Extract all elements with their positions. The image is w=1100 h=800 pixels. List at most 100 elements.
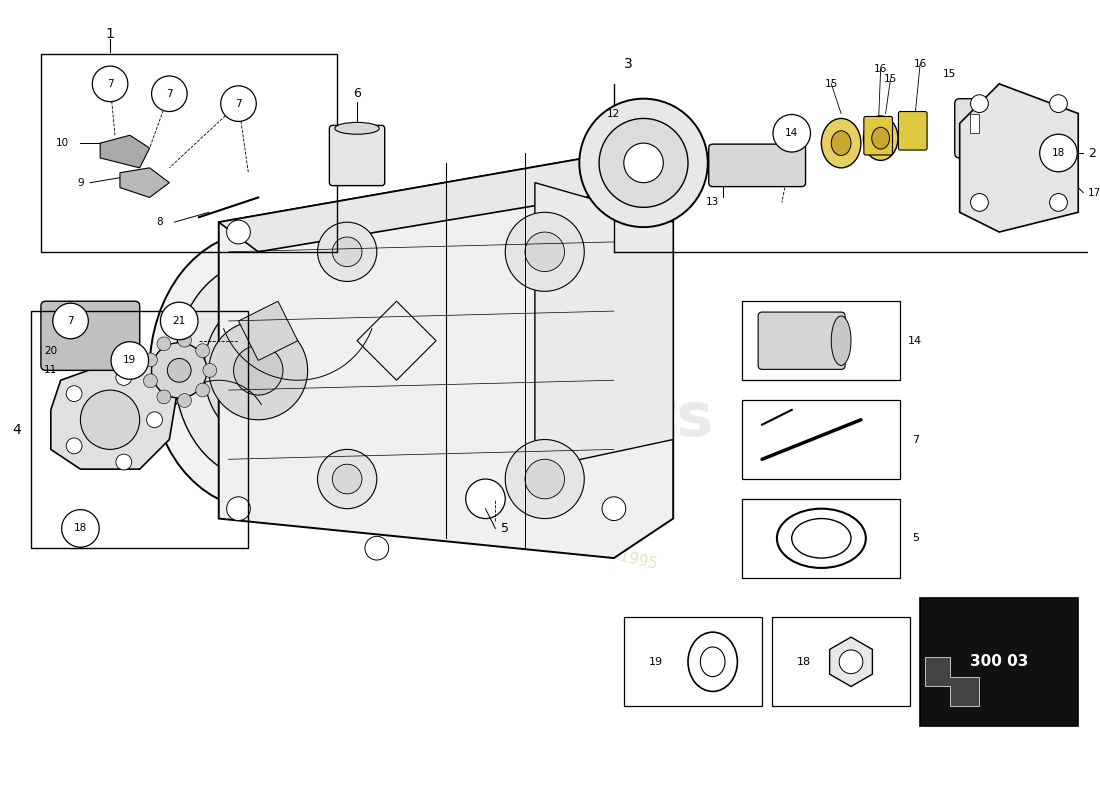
Circle shape <box>66 438 82 454</box>
Text: 13: 13 <box>706 198 719 207</box>
Circle shape <box>465 479 505 518</box>
Polygon shape <box>120 168 169 198</box>
Circle shape <box>202 363 217 378</box>
Text: 19: 19 <box>123 355 136 366</box>
Circle shape <box>209 321 308 420</box>
Text: 3: 3 <box>624 57 632 71</box>
Circle shape <box>143 374 157 388</box>
Ellipse shape <box>792 518 851 558</box>
Polygon shape <box>51 355 179 469</box>
Text: 19: 19 <box>649 657 662 667</box>
Text: 16: 16 <box>913 59 927 69</box>
Ellipse shape <box>822 118 861 168</box>
Ellipse shape <box>832 316 851 366</box>
Text: 17: 17 <box>1088 187 1100 198</box>
Circle shape <box>167 358 191 382</box>
FancyBboxPatch shape <box>758 312 845 370</box>
Circle shape <box>196 344 210 358</box>
FancyBboxPatch shape <box>864 117 892 155</box>
Ellipse shape <box>832 130 851 155</box>
Text: 10: 10 <box>56 138 69 148</box>
Circle shape <box>80 390 140 450</box>
Circle shape <box>332 237 362 266</box>
Text: 18: 18 <box>796 657 811 667</box>
Circle shape <box>332 464 362 494</box>
Circle shape <box>116 454 132 470</box>
Circle shape <box>177 334 191 347</box>
Circle shape <box>161 302 198 340</box>
Circle shape <box>157 390 170 404</box>
FancyBboxPatch shape <box>955 98 994 158</box>
Circle shape <box>505 212 584 291</box>
FancyBboxPatch shape <box>41 302 140 370</box>
Circle shape <box>62 510 99 547</box>
Polygon shape <box>925 657 979 706</box>
Ellipse shape <box>872 127 890 149</box>
Text: 7: 7 <box>107 79 113 89</box>
Text: 14: 14 <box>785 128 799 138</box>
Text: 5: 5 <box>912 534 918 543</box>
Ellipse shape <box>701 647 725 677</box>
Circle shape <box>318 450 377 509</box>
Circle shape <box>582 161 606 185</box>
Circle shape <box>525 459 564 498</box>
Bar <box>772 618 911 706</box>
Circle shape <box>146 412 163 428</box>
Circle shape <box>505 439 584 518</box>
Circle shape <box>92 66 128 102</box>
FancyBboxPatch shape <box>329 126 385 186</box>
Text: 1: 1 <box>106 27 114 42</box>
Text: 20: 20 <box>44 346 57 356</box>
Text: 15: 15 <box>884 74 898 84</box>
Circle shape <box>1049 194 1067 211</box>
Ellipse shape <box>204 302 312 439</box>
Text: 4: 4 <box>12 422 21 437</box>
Circle shape <box>773 114 811 152</box>
Text: 18: 18 <box>74 523 87 534</box>
Text: a passion for parts since 1995: a passion for parts since 1995 <box>430 505 659 572</box>
Circle shape <box>111 342 148 379</box>
Text: 7: 7 <box>912 434 918 445</box>
Circle shape <box>600 118 688 207</box>
Circle shape <box>227 497 251 521</box>
Text: 11: 11 <box>44 366 57 375</box>
Polygon shape <box>219 153 673 558</box>
Text: 7: 7 <box>235 98 242 109</box>
Circle shape <box>152 342 207 398</box>
Bar <box>624 618 762 706</box>
Text: 21: 21 <box>173 316 186 326</box>
Polygon shape <box>829 637 872 686</box>
Polygon shape <box>100 135 150 168</box>
Circle shape <box>196 383 210 397</box>
Circle shape <box>152 76 187 111</box>
Text: 2: 2 <box>1088 146 1096 159</box>
Circle shape <box>116 370 132 386</box>
PathPatch shape <box>239 302 298 361</box>
Circle shape <box>143 353 157 367</box>
Text: 7: 7 <box>67 316 74 326</box>
Polygon shape <box>535 182 673 469</box>
Circle shape <box>970 194 988 211</box>
Text: 9: 9 <box>77 178 84 188</box>
Circle shape <box>624 143 663 182</box>
Bar <box>31 311 249 548</box>
Ellipse shape <box>777 509 866 568</box>
Bar <box>969 114 979 134</box>
FancyBboxPatch shape <box>899 111 927 150</box>
Circle shape <box>839 650 862 674</box>
Bar <box>742 498 901 578</box>
Circle shape <box>580 98 707 227</box>
Text: 12: 12 <box>607 109 620 118</box>
Text: 6: 6 <box>353 87 361 100</box>
Bar <box>742 400 901 479</box>
Circle shape <box>227 220 251 244</box>
Polygon shape <box>219 153 673 252</box>
FancyBboxPatch shape <box>708 144 805 186</box>
Circle shape <box>177 394 191 407</box>
Circle shape <box>53 303 88 338</box>
Text: 5: 5 <box>502 522 509 535</box>
Ellipse shape <box>334 122 379 134</box>
Text: 15: 15 <box>825 79 838 89</box>
Circle shape <box>1049 94 1067 113</box>
Polygon shape <box>959 84 1078 232</box>
